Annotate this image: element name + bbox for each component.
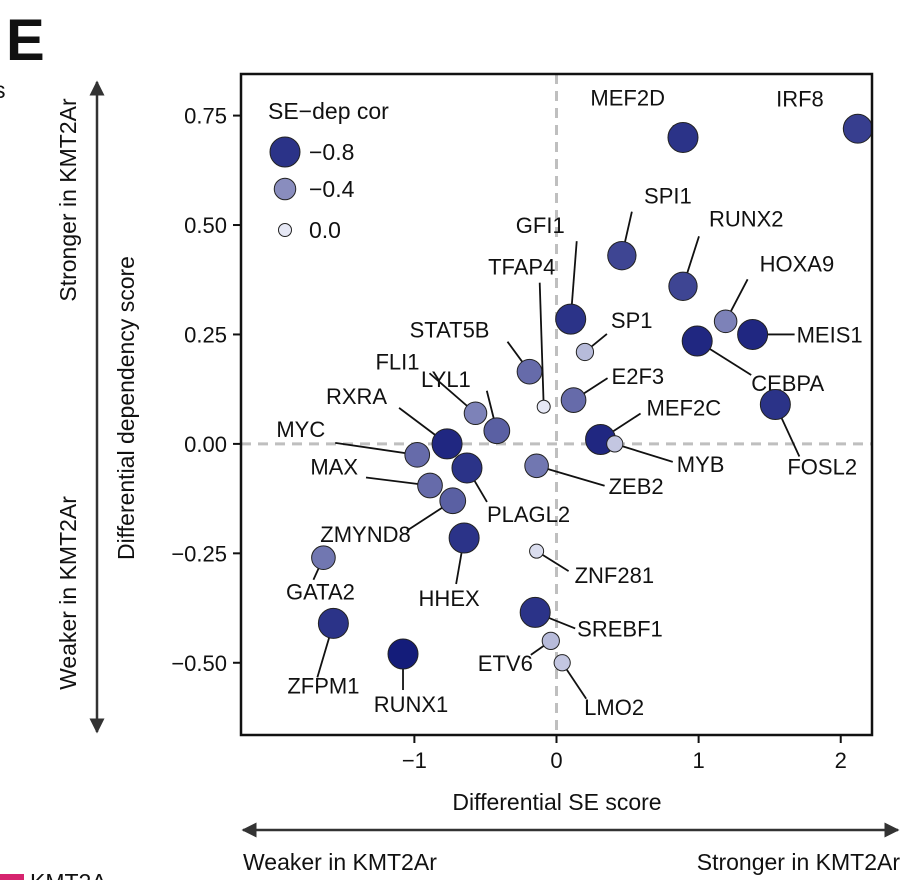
- point-label-mef2c: MEF2C: [647, 396, 722, 421]
- point-lyl1: [483, 417, 511, 445]
- y-tick-label-5: −0.50: [171, 651, 227, 676]
- y-tick-label-2: 0.25: [184, 322, 227, 347]
- point-label-fosl2: FOSL2: [787, 455, 857, 480]
- point-spi1: [607, 241, 637, 271]
- point-meis1: [737, 318, 769, 350]
- plot-area: IRF8 MEF2D SPI1 RUNX2 HOXA9 MEIS1 CEBPA GFI1 SP1…: [239, 72, 874, 737]
- point-label-spi1: SPI1: [644, 184, 692, 209]
- point-max: [417, 472, 443, 499]
- point-runx2: [668, 271, 698, 301]
- point-label-mef2d: MEF2D: [590, 85, 665, 110]
- panel-letter: E: [6, 8, 45, 73]
- point-label-hoxa9: HOXA9: [760, 251, 835, 276]
- point-lmo2: [553, 654, 571, 672]
- legend-label-2: 0.0: [309, 217, 341, 243]
- point-zmynd8: [439, 487, 467, 515]
- y-direction-negative-label: Weaker in KMT2Ar: [55, 496, 81, 690]
- point-label-gfi1: GFI1: [516, 213, 565, 238]
- point-myb: [606, 435, 624, 453]
- point-label-zmynd8: ZMYND8: [320, 522, 410, 547]
- point-label-hhex: HHEX: [419, 586, 480, 611]
- point-label-e2f3: E2F3: [612, 364, 665, 389]
- point-label-runx2: RUNX2: [709, 206, 784, 231]
- x-tick-label-1: 0: [550, 748, 562, 773]
- point-e2f3: [560, 387, 587, 413]
- point-irf8: [842, 113, 873, 144]
- point-label-stat5b: STAT5B: [410, 318, 490, 343]
- point-label-rxra: RXRA: [326, 384, 387, 409]
- point-label-irf8: IRF8: [776, 87, 824, 112]
- edge-text-bottom: KMT2A: [30, 869, 107, 880]
- point-hoxa9: [713, 309, 738, 334]
- point-label-cebpa: CEBPA: [751, 371, 824, 396]
- point-cebpa: [681, 325, 713, 357]
- point-label-gata2: GATA2: [286, 580, 355, 605]
- point-label-plagl2: PLAGL2: [487, 502, 570, 527]
- point-label-fli1: FLI1: [375, 349, 419, 374]
- x-tick-label-3: 2: [835, 748, 847, 773]
- leader-line-tfap4: [538, 282, 545, 407]
- point-myc: [404, 441, 431, 468]
- point-mef2d: [667, 121, 699, 153]
- leader-line-myc: [335, 441, 418, 456]
- point-gfi1: [555, 303, 587, 335]
- y-tick-label-3: 0.00: [184, 432, 227, 457]
- x-tick-label-2: 1: [692, 748, 704, 773]
- point-sp1: [575, 342, 595, 362]
- x-axis-title: Differential SE score: [452, 789, 661, 815]
- neighbor-legend-swatch: [0, 874, 24, 880]
- point-runx1: [387, 638, 419, 670]
- legend-marker-0: [269, 136, 301, 168]
- point-label-max: MAX: [310, 454, 358, 479]
- point-znf281: [529, 543, 545, 559]
- x-tick-label-0: −1: [402, 748, 427, 773]
- point-label-etv6: ETV6: [478, 651, 533, 676]
- point-label-srebf1: SREBF1: [577, 616, 663, 641]
- point-label-zeb2: ZEB2: [609, 474, 664, 499]
- leader-line-myb: [614, 443, 674, 463]
- point-gata2: [311, 545, 336, 571]
- point-label-meis1: MEIS1: [797, 322, 863, 347]
- x-direction-positive-label: Stronger in KMT2Ar: [697, 849, 901, 875]
- point-label-runx1: RUNX1: [374, 692, 449, 717]
- legend-label-1: −0.4: [309, 176, 355, 202]
- point-label-znf281: ZNF281: [575, 563, 654, 588]
- y-axis-title: Differential dependency score: [113, 256, 139, 560]
- point-label-myb: MYB: [677, 452, 725, 477]
- point-label-tfap4: TFAP4: [488, 255, 555, 280]
- point-fli1: [463, 401, 488, 426]
- x-direction-negative-label: Weaker in KMT2Ar: [243, 849, 437, 875]
- y-tick-label-4: −0.25: [171, 541, 227, 566]
- point-rxra: [431, 428, 463, 460]
- legend-marker-2: [278, 223, 292, 237]
- point-label-sp1: SP1: [611, 308, 653, 333]
- point-label-lmo2: LMO2: [584, 695, 644, 720]
- point-hhex: [448, 522, 480, 554]
- point-plagl2: [451, 452, 483, 484]
- legend-marker-1: [273, 177, 297, 201]
- point-srebf1: [519, 596, 551, 628]
- y-tick-label-0: 0.75: [184, 104, 227, 129]
- edge-text-left: s: [0, 77, 6, 103]
- point-fosl2: [759, 389, 791, 420]
- legend: SE−dep cor −0.8 −0.4 0.0: [268, 98, 389, 243]
- axis-ticks: −1 0 1 2 0.75 0.50 0.25 0.00 −0.25 −0.50: [171, 104, 847, 773]
- y-direction-positive-label: Stronger in KMT2Ar: [55, 98, 81, 302]
- point-label-lyl1: LYL1: [421, 367, 471, 392]
- legend-label-0: −0.8: [309, 139, 354, 165]
- point-tfap4: [536, 399, 551, 414]
- point-label-myc: MYC: [276, 417, 325, 442]
- point-label-zfpm1: ZFPM1: [287, 673, 359, 698]
- legend-title: SE−dep cor: [268, 98, 389, 124]
- point-stat5b: [516, 358, 543, 385]
- y-tick-label-1: 0.50: [184, 213, 227, 238]
- point-etv6: [541, 631, 560, 651]
- point-zeb2: [524, 453, 549, 479]
- point-zfpm1: [317, 607, 349, 639]
